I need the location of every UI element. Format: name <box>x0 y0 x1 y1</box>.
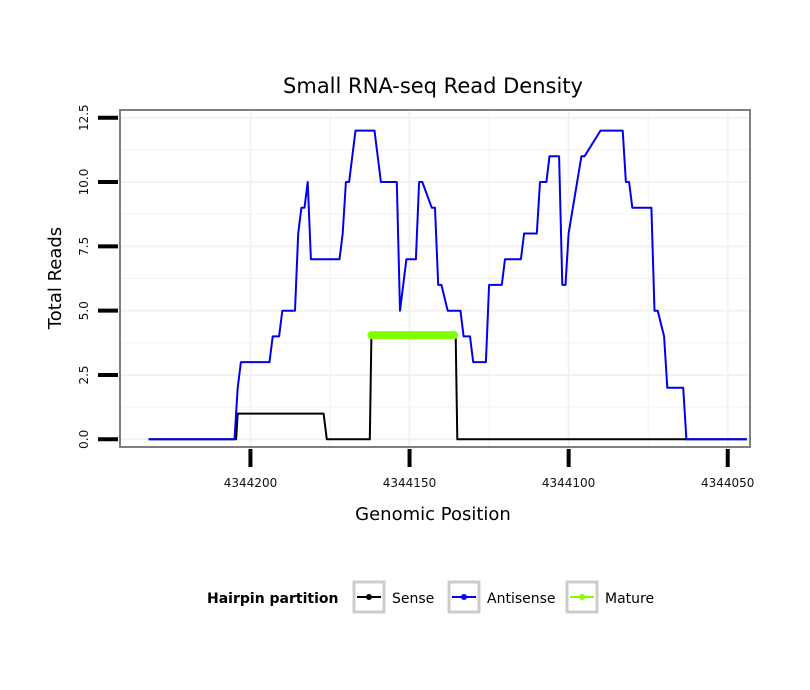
legend-entry-sense: Sense <box>352 580 434 614</box>
gridlines <box>120 110 750 447</box>
y-axis: 0.0 2.5 5.0 7.5 10.0 12.5 <box>77 104 118 449</box>
y-tick-label: 2.5 <box>77 365 91 384</box>
legend-entry-antisense: Antisense <box>447 580 556 614</box>
series-line-sense <box>148 335 747 441</box>
legend-entry-mature: Mature <box>565 580 654 614</box>
y-tick-label: 12.5 <box>77 104 91 131</box>
x-axis: 4344200 4344150 4344100 4344050 <box>224 449 754 490</box>
plot-frame <box>119 109 751 448</box>
x-tick-label: 4344150 <box>383 476 436 490</box>
x-tick-label: 4344200 <box>224 476 277 490</box>
legend-title: Hairpin partition <box>207 591 338 607</box>
series-layer <box>148 129 747 441</box>
y-tick-label: 0.0 <box>77 430 91 449</box>
series-line-antisense <box>148 129 747 441</box>
legend-label-antisense: Antisense <box>487 591 556 607</box>
chart-title: Small RNA-seq Read Density <box>283 74 583 98</box>
x-tick-label: 4344050 <box>701 476 754 490</box>
x-tick-label: 4344100 <box>542 476 595 490</box>
legend-dot-mature <box>579 594 585 600</box>
y-tick-label: 7.5 <box>77 237 91 256</box>
x-axis-title: Genomic Position <box>355 504 511 525</box>
y-tick-label: 10.0 <box>77 169 91 196</box>
legend-label-sense: Sense <box>392 591 434 607</box>
y-tick-label: 5.0 <box>77 301 91 320</box>
legend-label-mature: Mature <box>605 591 654 607</box>
y-axis-title: Total Reads <box>45 227 66 330</box>
legend: Hairpin partition Sense Antisense Mature <box>207 580 654 614</box>
legend-dot-sense <box>366 594 372 600</box>
legend-dot-antisense <box>461 594 467 600</box>
